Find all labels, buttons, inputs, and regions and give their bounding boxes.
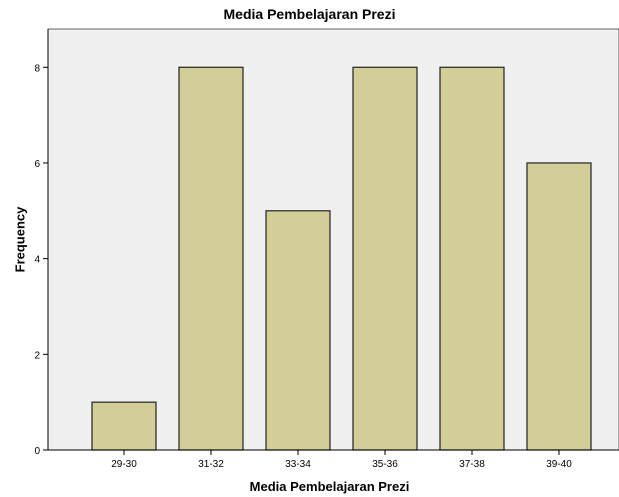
axes-group: 29-30 31-32 33-34 35-36 37-38 39-40 0 2 4 6 8 bbox=[34, 29, 619, 470]
bars-group bbox=[91, 66, 592, 451]
x-tick-label: 31-32 bbox=[198, 459, 224, 470]
y-tick-label: 2 bbox=[34, 350, 40, 361]
x-tick-label: 29-30 bbox=[111, 459, 137, 470]
plot-area bbox=[47, 28, 619, 451]
bar-35-36 bbox=[352, 66, 418, 451]
bar-31-32 bbox=[178, 66, 244, 451]
x-tick-label: 39-40 bbox=[546, 459, 572, 470]
bar-33-34 bbox=[265, 210, 331, 451]
y-tick-label: 6 bbox=[34, 159, 40, 170]
y-tick-label: 4 bbox=[34, 255, 40, 266]
y-tick-label: 8 bbox=[34, 63, 40, 74]
bar-29-30 bbox=[91, 401, 157, 451]
x-tick-label: 33-34 bbox=[285, 459, 311, 470]
x-tick-label: 37-38 bbox=[459, 459, 485, 470]
chart-title: Media Pembelajaran Prezi bbox=[223, 6, 396, 22]
x-tick-label: 35-36 bbox=[372, 459, 398, 470]
bar-39-40 bbox=[526, 162, 592, 451]
x-axis-label: Media Pembelajaran Prezi bbox=[249, 479, 410, 494]
bar-37-38 bbox=[439, 66, 505, 451]
y-tick-label: 0 bbox=[34, 446, 40, 457]
